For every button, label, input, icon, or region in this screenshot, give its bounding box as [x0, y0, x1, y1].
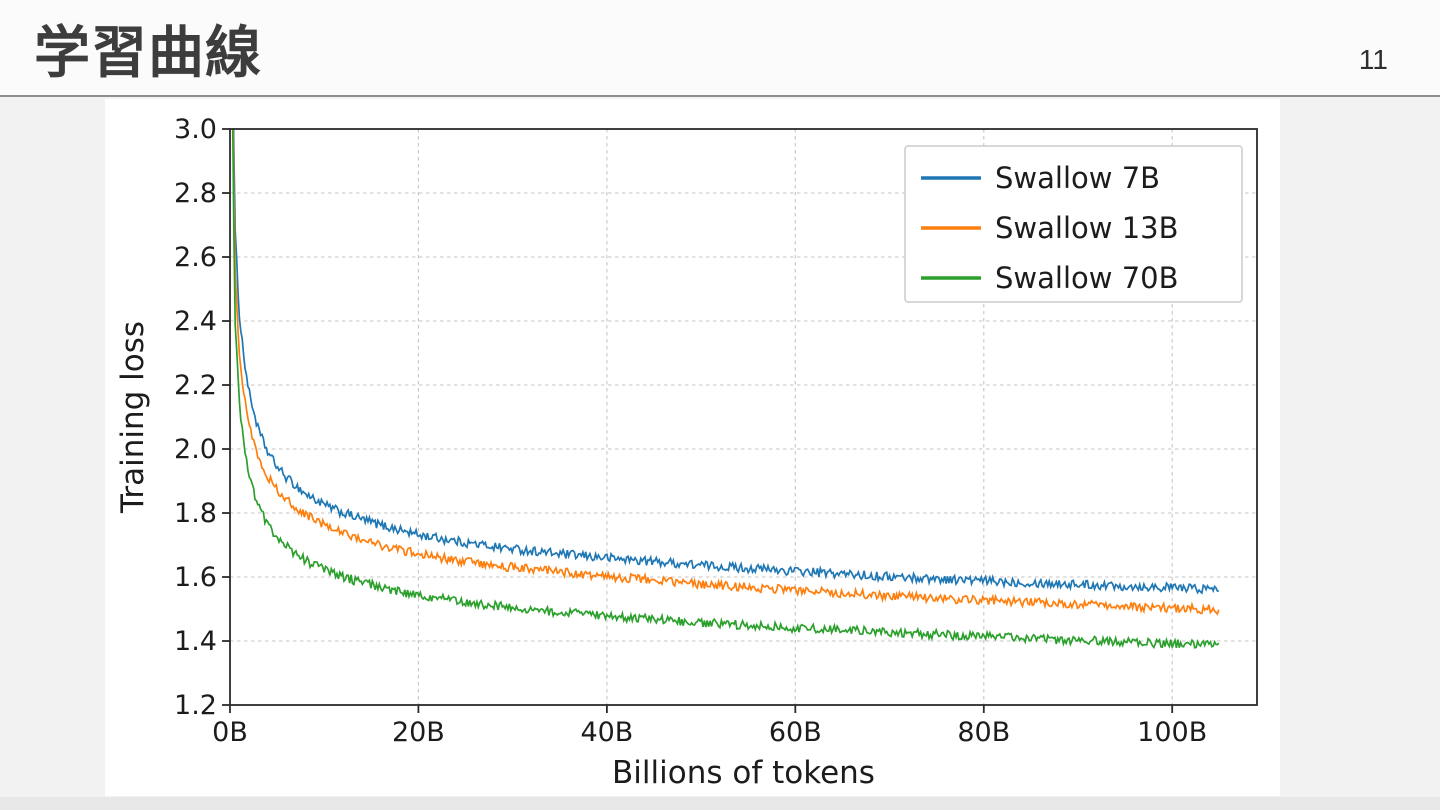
y-tick-label: 2.6 — [174, 242, 217, 273]
slide-body: 0B 20B 40B 60B 80B 100B 1.2 1.4 1.6 1.8 2.0 2.2 2.4 2… — [0, 99, 1440, 810]
plot-border — [229, 128, 1258, 706]
legend-label-swallow-70b: Swallow 70B — [995, 261, 1179, 295]
y-tick-label: 2.2 — [174, 370, 217, 401]
page-number: 11 — [1358, 44, 1388, 75]
series-line-swallow-13b — [232, 129, 1220, 616]
legend-label-swallow-13b: Swallow 13B — [995, 211, 1179, 245]
y-tick-label: 3.0 — [174, 114, 217, 145]
x-tick-label: 0B — [212, 717, 248, 748]
y-tick-label: 1.6 — [174, 562, 217, 593]
legend-label-swallow-7b: Swallow 7B — [995, 161, 1160, 195]
y-tick-label: 1.2 — [174, 690, 217, 721]
slide-bottom-edge — [0, 797, 1440, 810]
y-tick-label: 2.4 — [174, 306, 217, 337]
slide-title: 学習曲線 — [34, 21, 262, 84]
x-tick-label: 100B — [1137, 717, 1207, 748]
slide-header: 学習曲線 11 — [0, 0, 1440, 97]
legend-box — [904, 145, 1243, 303]
legend: Swallow 7B Swallow 13B Swallow 70B — [904, 145, 1243, 303]
y-tick-label: 1.8 — [174, 498, 217, 529]
y-axis-label: Training loss — [115, 321, 151, 514]
y-tick-label: 2.0 — [174, 434, 217, 465]
y-tick-label: 2.8 — [174, 178, 217, 209]
chart-panel: 0B 20B 40B 60B 80B 100B 1.2 1.4 1.6 1.8 2.0 2.2 2.4 2… — [105, 99, 1280, 796]
x-axis-label: Billions of tokens — [612, 755, 875, 791]
x-tick-label: 20B — [392, 717, 445, 748]
x-tick-label: 60B — [769, 717, 822, 748]
x-tick-label: 80B — [957, 717, 1010, 748]
training-loss-chart: 0B 20B 40B 60B 80B 100B 1.2 1.4 1.6 1.8 2.0 2.2 2.4 2… — [115, 114, 1258, 791]
y-tick-label: 1.4 — [174, 626, 217, 657]
series-line-swallow-7b — [232, 129, 1219, 595]
x-tick-label: 40B — [580, 717, 633, 748]
series-line-swallow-70b — [231, 129, 1220, 650]
